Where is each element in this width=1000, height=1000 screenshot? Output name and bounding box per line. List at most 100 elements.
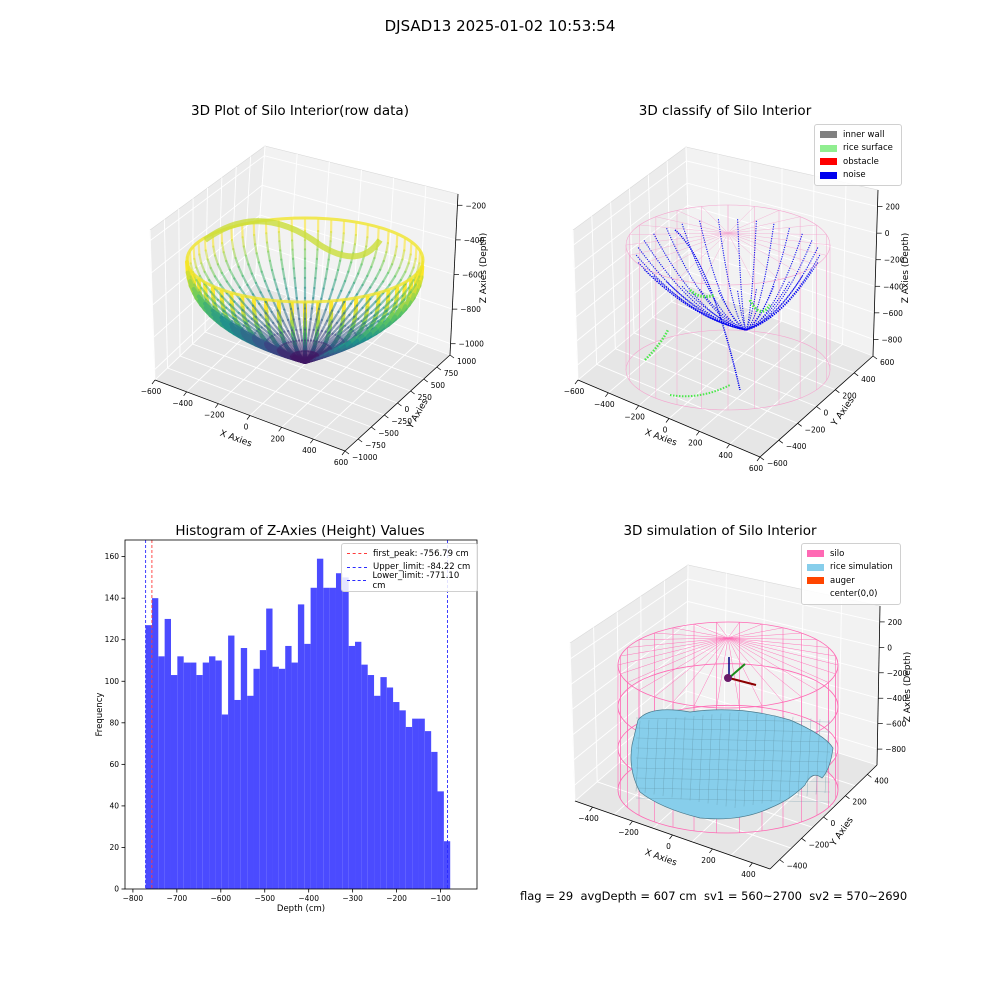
silo-roof-line xyxy=(627,637,729,648)
histogram-bar xyxy=(323,587,330,889)
data-strand xyxy=(329,340,345,350)
data-strand xyxy=(220,242,225,254)
silo-roof-line xyxy=(727,637,829,648)
silo-roof-line xyxy=(727,224,817,234)
legend-label-first-peak: first_peak: -756.79 cm xyxy=(373,548,469,559)
noise-strand xyxy=(635,254,747,331)
x-tick xyxy=(749,862,753,868)
x-axis-label: X Axies xyxy=(643,848,678,869)
y-axis-label: Frequency xyxy=(95,693,105,737)
data-strand xyxy=(240,328,256,340)
y-tick-label: 500 xyxy=(431,381,446,390)
z-tick-label: −600 xyxy=(882,309,903,318)
x-tick-label: −400 xyxy=(578,814,599,823)
x-tick-label: 200 xyxy=(271,434,286,443)
data-strand xyxy=(287,341,298,354)
y-tick-label: −1000 xyxy=(352,453,378,462)
grid-line xyxy=(574,182,877,270)
noise-strand xyxy=(745,247,819,331)
mesh-line xyxy=(725,712,731,807)
grid-line xyxy=(663,580,665,725)
mesh-line xyxy=(788,716,794,800)
data-strand xyxy=(395,234,399,248)
data-strand xyxy=(285,342,297,354)
data-strand xyxy=(308,317,312,331)
y-tick-label: 60 xyxy=(109,760,119,769)
data-strand xyxy=(222,309,235,320)
histogram-bar xyxy=(228,635,235,889)
rim-ring xyxy=(185,216,425,304)
histogram-bar xyxy=(342,577,349,889)
data-strand xyxy=(263,324,276,336)
data-strand xyxy=(253,243,258,255)
grid-line xyxy=(749,161,752,310)
x-tick-label: −200 xyxy=(618,828,639,837)
y-tick-label: 250 xyxy=(418,393,433,402)
silo-roof-line xyxy=(727,637,784,703)
silo-roof-line xyxy=(629,232,729,235)
data-strand xyxy=(385,302,397,312)
grid-line xyxy=(647,174,654,318)
legend-label-inner-wall: inner wall xyxy=(843,129,885,140)
legend-swatch-silo xyxy=(807,550,824,558)
y-tick-label: 100 xyxy=(105,677,120,686)
data-strand xyxy=(331,278,337,291)
silo-roof-line xyxy=(727,622,740,639)
data-strand xyxy=(225,306,237,317)
data-strand xyxy=(398,282,407,294)
x-tick-label: 400 xyxy=(741,870,756,879)
histogram-bar xyxy=(329,587,336,889)
silo-roof-line xyxy=(672,637,729,703)
noise-strand xyxy=(745,220,757,331)
y-tick xyxy=(397,402,402,407)
mesh-line xyxy=(635,767,831,773)
data-strand xyxy=(293,276,297,290)
legend-line-upper-limit xyxy=(347,566,367,568)
data-strand xyxy=(374,268,382,280)
data-strand xyxy=(289,307,295,321)
data-strand xyxy=(395,298,406,309)
data-strand xyxy=(267,289,275,302)
data-strand xyxy=(260,326,274,338)
data-strand xyxy=(357,309,369,320)
data-strand xyxy=(264,312,275,324)
data-strand xyxy=(295,339,302,353)
data-strand xyxy=(273,333,286,345)
rice-surface-trace xyxy=(644,329,670,361)
grid-line xyxy=(192,343,385,416)
data-strand xyxy=(409,283,417,294)
data-strand xyxy=(220,295,231,306)
data-strand xyxy=(232,248,237,260)
silo-roof-line xyxy=(639,637,729,640)
silo-roof-line xyxy=(727,623,763,639)
z-tick-label: 200 xyxy=(888,618,903,627)
data-strand xyxy=(209,266,217,278)
data-strand xyxy=(291,329,298,342)
data-strand xyxy=(212,305,224,316)
grid-line xyxy=(575,227,876,318)
silo-roof-line xyxy=(701,232,729,284)
data-strand xyxy=(340,313,351,326)
status-footer: flag = 29 avgDepth = 607 cm sv1 = 560~27… xyxy=(520,889,908,903)
y-tick-label: −250 xyxy=(391,417,412,426)
data-strand xyxy=(251,335,269,346)
x-tick-label: −400 xyxy=(172,399,193,408)
histogram-bar xyxy=(177,656,184,889)
histogram-bar xyxy=(266,608,273,889)
z-tick-label: −600 xyxy=(462,271,483,280)
rice-surface-points xyxy=(644,288,772,398)
mesh-line xyxy=(635,777,831,783)
histogram-bar xyxy=(183,662,191,889)
data-strand xyxy=(322,277,327,290)
data-strand xyxy=(341,331,357,342)
data-strand xyxy=(322,332,334,345)
data-strand xyxy=(193,283,201,294)
histogram-bar xyxy=(437,791,444,889)
silo-roof-line xyxy=(620,637,729,657)
panel-4-title: 3D simulation of Silo Interior xyxy=(623,523,817,539)
x-tick xyxy=(635,405,639,410)
y-tick-label: 120 xyxy=(105,635,120,644)
mesh-line xyxy=(644,719,650,794)
data-strand xyxy=(241,236,245,248)
